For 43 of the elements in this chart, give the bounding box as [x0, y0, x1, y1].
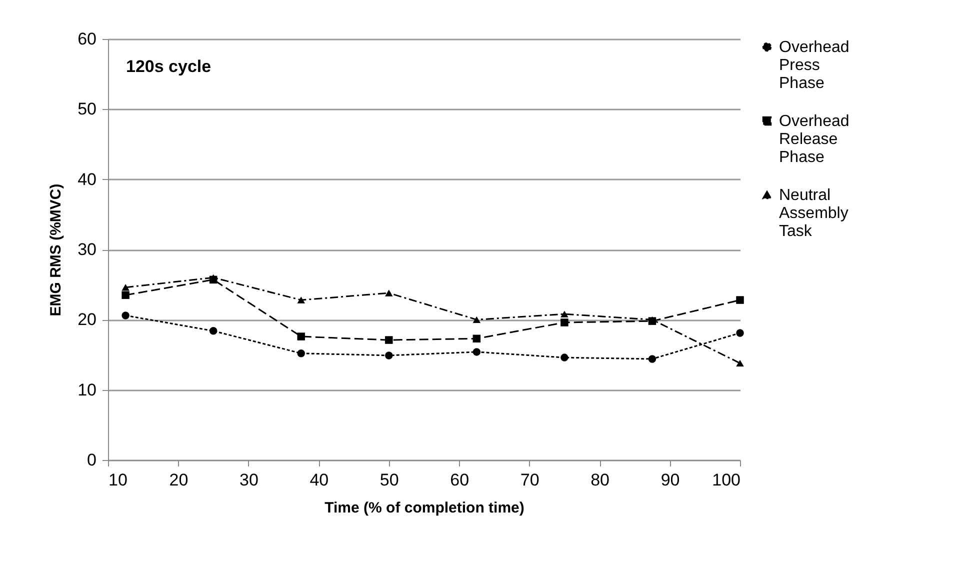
x-tick-label: 70	[520, 470, 540, 490]
point	[560, 354, 568, 362]
point	[736, 296, 744, 304]
legend-label: Overhead Press Phase	[779, 39, 850, 92]
point	[736, 360, 744, 367]
point	[122, 284, 130, 291]
point	[560, 310, 568, 318]
point	[122, 291, 130, 299]
y-tick-label: 20	[78, 310, 96, 330]
point	[385, 336, 393, 344]
point	[297, 296, 305, 304]
x-tick-label: 60	[450, 470, 470, 490]
x-tick-label: 90	[660, 470, 680, 490]
point	[297, 332, 305, 340]
point	[472, 334, 481, 342]
y-tick-label: 60	[78, 30, 96, 48]
annotation: 120s cycle	[126, 57, 212, 76]
point	[385, 290, 393, 296]
point	[472, 348, 481, 356]
y-tick-label: 30	[78, 240, 96, 259]
x-tick-label: 10	[108, 470, 128, 490]
y-tick-label: 40	[78, 170, 96, 189]
y-tick-label: 50	[78, 100, 96, 119]
x-tick-label: 50	[380, 470, 399, 490]
x-tick-label: 40	[310, 470, 329, 490]
x-tick-label: 80	[590, 470, 610, 490]
x-tick-label: 100	[712, 470, 740, 490]
point	[648, 355, 656, 363]
point	[736, 329, 744, 337]
point	[472, 316, 481, 324]
y-tick-label: 10	[78, 380, 96, 400]
point	[297, 349, 305, 358]
point	[385, 352, 393, 360]
y-axis-title: EMG RMS (%MVC)	[48, 184, 65, 316]
y-tick-label: 0	[87, 450, 96, 470]
point	[209, 327, 218, 335]
x-axis-title: Time (% of completion time)	[324, 500, 524, 516]
point	[560, 318, 568, 326]
point	[122, 312, 130, 320]
legend-label: Neutral Assembly Task	[779, 187, 848, 240]
x-tick-label: 20	[169, 470, 188, 490]
legend-label: Overhead Release Phase	[779, 113, 850, 166]
x-tick-label: 30	[239, 470, 258, 490]
